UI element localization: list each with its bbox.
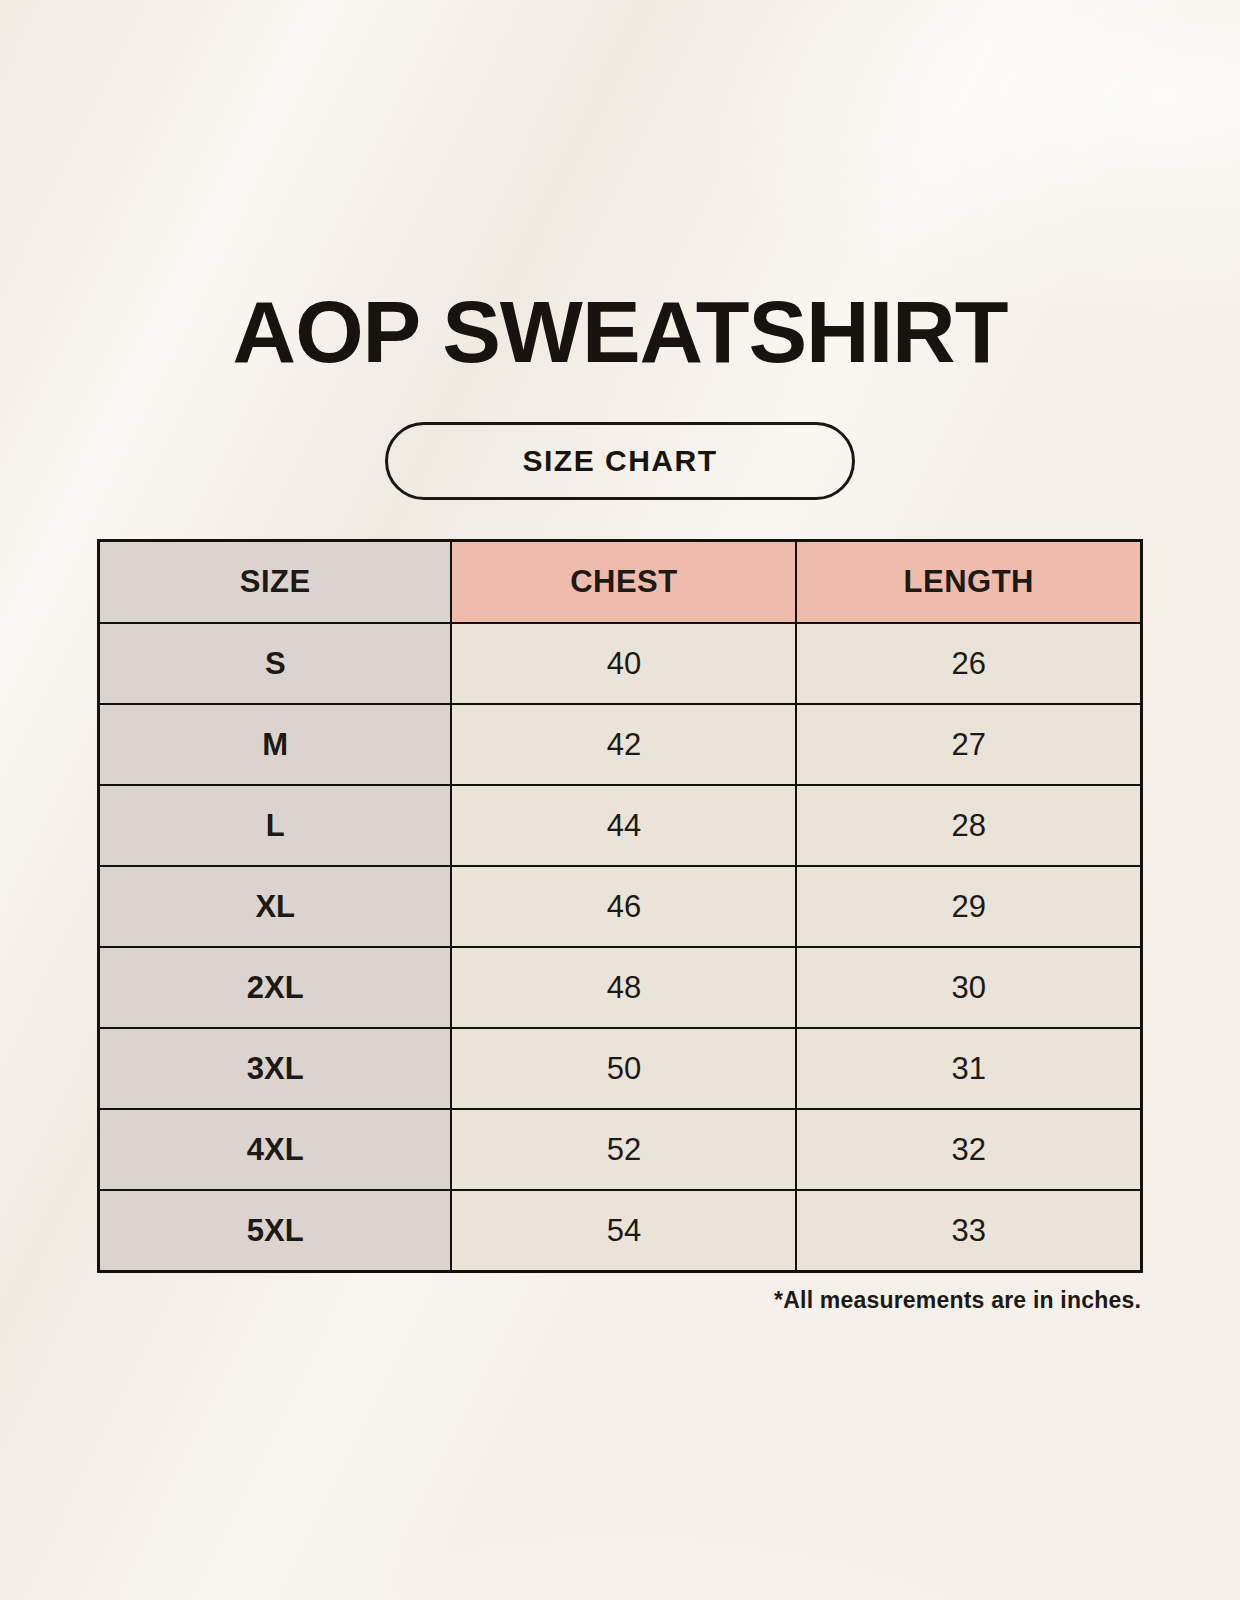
size-cell: 2XL xyxy=(99,947,452,1028)
chest-cell: 40 xyxy=(451,623,796,704)
table-row: S 40 26 xyxy=(99,623,1142,704)
length-cell: 27 xyxy=(796,704,1141,785)
chest-cell: 46 xyxy=(451,866,796,947)
chest-cell: 44 xyxy=(451,785,796,866)
size-chart-page: AOP SWEATSHIRT SIZE CHART SIZE CHEST LEN… xyxy=(97,0,1143,1314)
length-cell: 33 xyxy=(796,1190,1141,1272)
length-cell: 29 xyxy=(796,866,1141,947)
size-cell: S xyxy=(99,623,452,704)
chest-cell: 50 xyxy=(451,1028,796,1109)
measurements-footnote: *All measurements are in inches. xyxy=(97,1287,1141,1314)
length-cell: 30 xyxy=(796,947,1141,1028)
size-chart-badge: SIZE CHART xyxy=(385,422,855,500)
size-chart-table: SIZE CHEST LENGTH S 40 26 M 42 27 L 44 2… xyxy=(97,539,1143,1273)
chest-cell: 54 xyxy=(451,1190,796,1272)
chest-cell: 52 xyxy=(451,1109,796,1190)
length-cell: 26 xyxy=(796,623,1141,704)
table-row: XL 46 29 xyxy=(99,866,1142,947)
chest-cell: 42 xyxy=(451,704,796,785)
table-row: 5XL 54 33 xyxy=(99,1190,1142,1272)
table-row: L 44 28 xyxy=(99,785,1142,866)
column-header-size: SIZE xyxy=(99,541,452,624)
length-cell: 28 xyxy=(796,785,1141,866)
size-cell: L xyxy=(99,785,452,866)
size-cell: 5XL xyxy=(99,1190,452,1272)
length-cell: 31 xyxy=(796,1028,1141,1109)
size-chart-badge-label: SIZE CHART xyxy=(523,444,718,478)
table-header-row: SIZE CHEST LENGTH xyxy=(99,541,1142,624)
column-header-chest: CHEST xyxy=(451,541,796,624)
size-cell: 4XL xyxy=(99,1109,452,1190)
product-title: AOP SWEATSHIRT xyxy=(97,0,1143,376)
size-cell: XL xyxy=(99,866,452,947)
length-cell: 32 xyxy=(796,1109,1141,1190)
size-cell: 3XL xyxy=(99,1028,452,1109)
table-row: 4XL 52 32 xyxy=(99,1109,1142,1190)
table-row: 2XL 48 30 xyxy=(99,947,1142,1028)
table-row: M 42 27 xyxy=(99,704,1142,785)
table-row: 3XL 50 31 xyxy=(99,1028,1142,1109)
size-cell: M xyxy=(99,704,452,785)
column-header-length: LENGTH xyxy=(796,541,1141,624)
chest-cell: 48 xyxy=(451,947,796,1028)
